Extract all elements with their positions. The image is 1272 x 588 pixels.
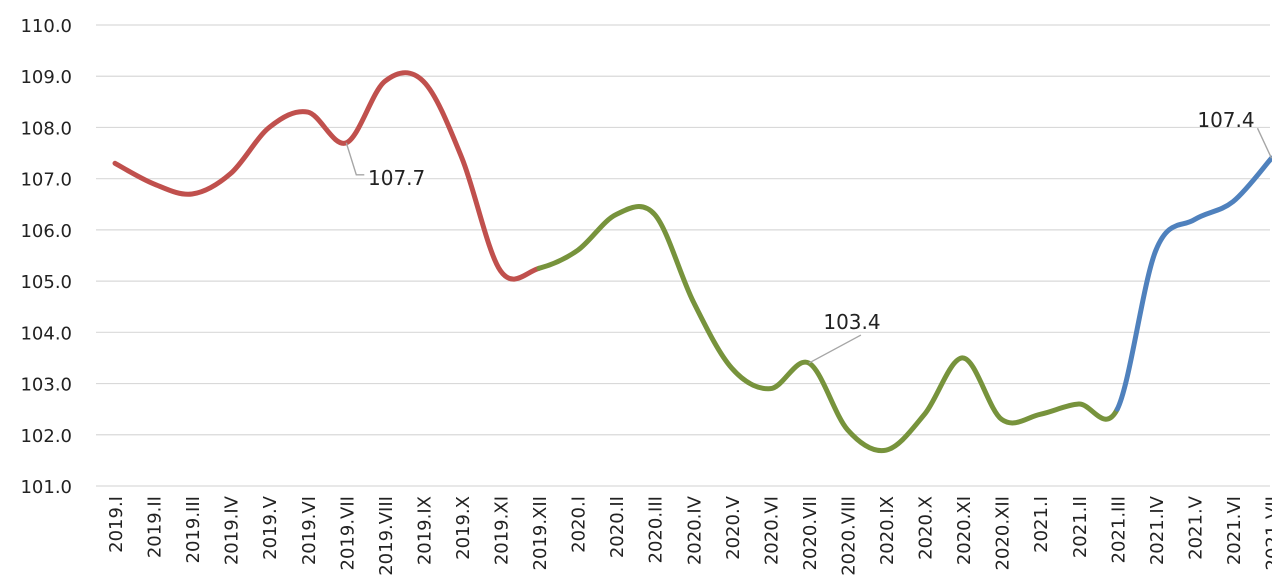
x-tick-label: 2019.XI (492, 496, 513, 565)
x-tick-label: 2021.VII (1263, 496, 1272, 570)
x-tick-label: 2019.X (453, 496, 474, 560)
x-tick-label: 2020.V (723, 495, 744, 560)
y-axis: 101.0 102.0 103.0 104.0 105.0 106.0 107.0 108.0… (20, 16, 72, 498)
y-tick-label: 106.0 (20, 221, 72, 242)
x-tick-label: 2021.VI (1224, 496, 1245, 565)
x-tick-label: 2021.III (1108, 496, 1129, 563)
y-tick-label: 104.0 (20, 323, 72, 344)
series-segment (112, 70, 542, 282)
data-label: 107.7 (368, 166, 425, 190)
x-tick-label: 2019.VIII (376, 496, 397, 576)
x-tick-label: 2019.IV (222, 495, 243, 565)
series-segment (1114, 155, 1272, 412)
x-tick-label: 2019.I (106, 496, 127, 553)
x-tick-label: 2021.IV (1147, 495, 1168, 565)
x-tick-label: 2020.VI (761, 496, 782, 565)
x-tick-label: 2019.XII (530, 496, 551, 570)
data-labels: 107.7 103.4 107.4 (345, 108, 1272, 364)
x-tick-label: 2020.VII (800, 496, 821, 570)
x-axis: 2019.I 2019.II 2019.III 2019.IV 2019.V 2019.V… (106, 495, 1272, 575)
y-tick-label: 110.0 (20, 16, 72, 37)
x-tick-label: 2020.II (607, 496, 628, 558)
x-tick-label: 2019.V (260, 495, 281, 560)
y-tick-label: 101.0 (20, 477, 72, 498)
data-label: 103.4 (823, 310, 880, 334)
data-label: 107.4 (1197, 108, 1254, 132)
x-tick-label: 2020.XII (993, 496, 1014, 570)
x-tick-label: 2020.IV (684, 495, 705, 565)
y-tick-label: 107.0 (20, 170, 72, 191)
x-tick-label: 2019.II (145, 496, 166, 558)
x-tick-label: 2020.I (569, 496, 590, 553)
x-tick-label: 2021.I (1031, 496, 1052, 553)
x-tick-label: 2019.VII (337, 496, 358, 570)
x-tick-label: 2020.IX (877, 496, 898, 565)
y-tick-label: 108.0 (20, 118, 72, 139)
x-tick-label: 2021.II (1070, 496, 1091, 558)
leader-line (345, 142, 365, 176)
x-tick-label: 2019.VI (299, 496, 320, 565)
x-tick-label: 2021.V (1185, 495, 1206, 560)
series-segment (536, 204, 1120, 454)
x-tick-label: 2020.XI (954, 496, 975, 565)
x-tick-label: 2020.VIII (838, 496, 859, 576)
y-tick-label: 105.0 (20, 272, 72, 293)
series-line (112, 70, 1272, 454)
x-tick-label: 2019.IX (414, 496, 435, 565)
leader-line (808, 334, 862, 364)
y-tick-label: 109.0 (20, 67, 72, 88)
gridlines (96, 24, 1270, 487)
x-tick-label: 2020.III (646, 496, 667, 563)
y-tick-label: 102.0 (20, 426, 72, 447)
x-tick-label: 2019.III (183, 496, 204, 563)
y-tick-label: 103.0 (20, 375, 72, 396)
x-tick-label: 2020.X (916, 496, 937, 560)
leader-line (1256, 127, 1272, 159)
